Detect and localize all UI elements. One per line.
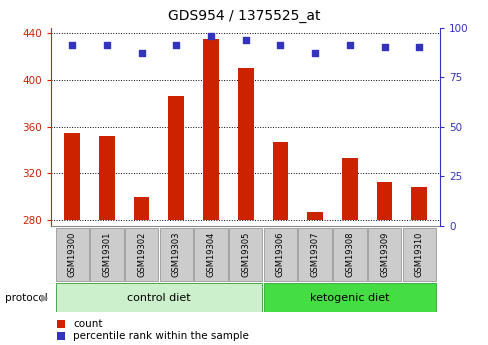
Bar [134, 197, 149, 220]
Point [172, 43, 180, 48]
Text: GSM19307: GSM19307 [310, 232, 319, 277]
Bar [159, 228, 193, 281]
Text: GSM19309: GSM19309 [379, 232, 388, 277]
Point [380, 45, 387, 50]
Point [138, 51, 145, 56]
Text: control diet: control diet [127, 293, 190, 303]
Text: ▶: ▶ [41, 293, 49, 303]
Bar [272, 142, 287, 220]
Bar [228, 228, 262, 281]
Text: GSM19305: GSM19305 [241, 232, 250, 277]
Bar [332, 228, 366, 281]
Point [242, 37, 249, 42]
Bar [56, 228, 89, 281]
Bar [99, 136, 115, 220]
Text: GSM19303: GSM19303 [171, 232, 181, 277]
Bar [341, 158, 357, 220]
Point [207, 33, 215, 38]
Text: GSM19301: GSM19301 [102, 232, 111, 277]
Point [276, 43, 284, 48]
Text: ketogenic diet: ketogenic diet [309, 293, 389, 303]
Legend: count, percentile rank within the sample: count, percentile rank within the sample [57, 319, 248, 341]
Point [414, 45, 422, 50]
Text: GSM19310: GSM19310 [414, 232, 423, 277]
Bar [64, 132, 80, 220]
Bar [376, 181, 391, 220]
Bar [90, 228, 123, 281]
Bar [238, 68, 253, 220]
Point [68, 43, 76, 48]
Text: GSM19302: GSM19302 [137, 232, 146, 277]
Bar [410, 187, 426, 220]
Bar [194, 228, 227, 281]
Text: GSM19300: GSM19300 [67, 232, 77, 277]
Text: GSM19304: GSM19304 [206, 232, 215, 277]
Bar [402, 228, 435, 281]
Point [310, 51, 318, 56]
Bar [367, 228, 401, 281]
Bar [124, 228, 158, 281]
Text: GSM19306: GSM19306 [275, 232, 285, 277]
Bar [263, 283, 435, 312]
Bar [203, 39, 218, 220]
Bar [56, 283, 262, 312]
Text: GSM19308: GSM19308 [345, 232, 354, 277]
Point [103, 43, 111, 48]
Text: GDS954 / 1375525_at: GDS954 / 1375525_at [168, 9, 320, 23]
Bar [306, 212, 322, 220]
Bar [263, 228, 297, 281]
Bar [298, 228, 331, 281]
Bar [168, 97, 184, 220]
Point [345, 43, 353, 48]
Text: protocol: protocol [5, 293, 47, 303]
